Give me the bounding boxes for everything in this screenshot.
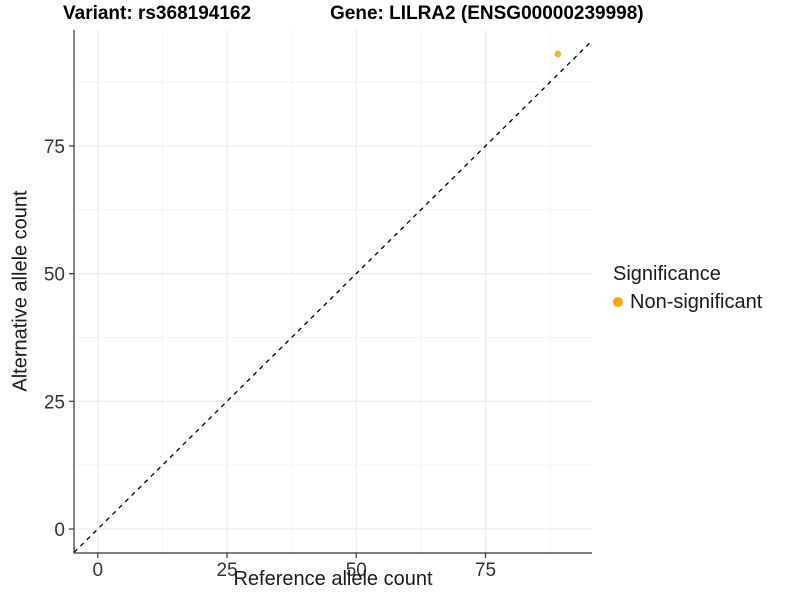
x-tick-label: 25 [216, 560, 237, 581]
identity-line [73, 40, 593, 553]
x-tick-label: 0 [92, 560, 103, 581]
plot-title-gene: Gene: LILRA2 (ENSG00000239998) [330, 3, 644, 24]
legend: Significance Non-significant [613, 262, 762, 314]
x-axis-label: Reference allele count [233, 568, 433, 590]
x-tick-label: 75 [475, 560, 496, 581]
y-tick-label: 0 [54, 520, 65, 541]
y-axis-label: Alternative allele count [9, 190, 32, 392]
y-tick-label: 75 [44, 137, 65, 158]
y-tick-label: 25 [44, 392, 65, 413]
legend-point-swatch [613, 297, 623, 307]
legend-item-non-significant: Non-significant [613, 290, 762, 314]
plot-title-variant: Variant: rs368194162 [63, 3, 252, 24]
x-tick-label: 50 [346, 560, 367, 581]
data-point [554, 50, 562, 58]
legend-item-label: Non-significant [630, 291, 763, 313]
y-tick-label: 50 [44, 265, 65, 286]
legend-title: Significance [613, 263, 721, 285]
